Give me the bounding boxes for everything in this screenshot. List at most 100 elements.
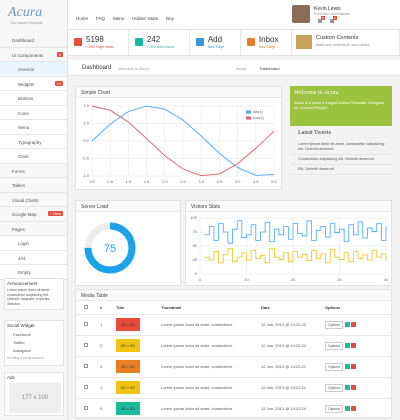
- menu-item[interactable]: Google Map + New: [0, 207, 67, 222]
- title-cell: 80 × 50: [114, 377, 159, 399]
- menu-label: Widgets: [18, 81, 35, 87]
- social-note: Sending a social account: [7, 356, 44, 360]
- menu-item[interactable]: Dashboard: [0, 33, 67, 48]
- submenu-item[interactable]: Typography: [0, 134, 67, 149]
- menu-item[interactable]: UI Components 6: [0, 48, 67, 62]
- delete-button[interactable]: [351, 343, 357, 349]
- stat-icon: [74, 38, 82, 46]
- table-row: 3 80 × 50 Lorem ipsum dolor sit amet, cons…: [76, 356, 391, 378]
- delete-button[interactable]: [351, 364, 357, 370]
- nav-item[interactable]: Buy: [166, 16, 174, 21]
- menu-label: Grids: [18, 154, 29, 159]
- ads-title: Ads: [7, 375, 15, 380]
- nav: Home FAQ Menu Hidden Stats Buy: [76, 16, 174, 21]
- announcement-text: Lorem ipsum dolor sit amet, consectetur …: [7, 288, 51, 306]
- checkbox-cell[interactable]: [76, 314, 98, 336]
- submenu-item[interactable]: General: [0, 62, 67, 77]
- tweet: Elit. Deleniti deserunt.: [290, 165, 392, 175]
- submenu-item[interactable]: Grids: [0, 149, 67, 164]
- stat-label: New Msgs: [258, 45, 276, 49]
- date: 12 Jan, 2013 @ 14:22:24: [259, 356, 323, 378]
- submenu-item[interactable]: Buttons: [0, 91, 67, 106]
- options: Options: [323, 335, 391, 357]
- checkbox[interactable]: [84, 406, 88, 410]
- options-button[interactable]: Options: [325, 404, 344, 413]
- menu-item[interactable]: Tables: [0, 178, 67, 193]
- options-button[interactable]: Options: [325, 362, 344, 371]
- breadcrumb: Acura: [236, 66, 247, 71]
- stat-icon: [195, 38, 204, 46]
- menu-item[interactable]: Pages: [0, 222, 67, 236]
- stat-label: Make any contents for your clients: [315, 43, 370, 47]
- options-button[interactable]: Options: [325, 383, 344, 392]
- submenu-item[interactable]: Icons: [0, 105, 67, 120]
- checkbox[interactable]: [84, 343, 88, 347]
- table-row: 2 80 × 50 Lorem ipsum dolor sit amet, cons…: [76, 335, 391, 357]
- nav-item[interactable]: Menu: [113, 16, 125, 21]
- menu-label: Typography: [18, 139, 42, 145]
- thumbnail: 80 × 50: [116, 381, 140, 394]
- checkbox[interactable]: [84, 364, 88, 368]
- social-item[interactable]: Facebook: [13, 331, 31, 337]
- step-chart: 0 25 50 75 100 0 10 20 30 40: [190, 215, 389, 282]
- delete-button[interactable]: [351, 406, 357, 412]
- thumbnail: 80 × 50: [116, 360, 140, 373]
- edit-button[interactable]: [345, 343, 351, 349]
- welcome-title: Welcome to Acura: [294, 90, 339, 96]
- menu-item[interactable]: Visual Charts: [0, 193, 67, 207]
- checkbox-cell[interactable]: [76, 398, 98, 420]
- date: 12 Jan, 2013 @ 14:22:24: [259, 377, 323, 399]
- menu-label: Forms: [12, 168, 25, 174]
- submenu-item[interactable]: Menu: [0, 120, 67, 135]
- options: Options: [323, 377, 391, 399]
- checkbox-cell[interactable]: [76, 335, 98, 357]
- nav-item[interactable]: FAQ: [96, 16, 106, 21]
- step-series: [204, 220, 387, 244]
- submenu-item[interactable]: Widgets 19: [0, 76, 67, 91]
- nav-item[interactable]: Home: [76, 16, 89, 21]
- menu-item[interactable]: Forms: [0, 164, 67, 178]
- icon: [330, 19, 334, 23]
- options-button[interactable]: Options: [325, 320, 344, 329]
- stat-value: Custom Contents: [315, 35, 359, 41]
- welcome-box: Welcome to Acura Acura is a clean & eleg…: [290, 86, 392, 126]
- delete-button[interactable]: [351, 385, 357, 391]
- x-tick-label: 40: [384, 277, 389, 282]
- badge: 5: [333, 16, 337, 20]
- menu-label: Menu: [18, 125, 30, 130]
- icon: [318, 19, 322, 23]
- edit-button[interactable]: [345, 406, 351, 412]
- edit-button[interactable]: [345, 322, 351, 328]
- checkbox-cell[interactable]: [76, 356, 98, 378]
- social-item[interactable]: Twitter: [13, 339, 25, 345]
- edit-button[interactable]: [345, 364, 351, 370]
- checkbox-cell[interactable]: [76, 377, 98, 399]
- stat-icon: [246, 38, 255, 46]
- x-tick-label: 5.0: [271, 179, 277, 184]
- table-row: 4 80 × 50 Lorem ipsum dolor sit amet, cons…: [76, 377, 391, 399]
- user-role: Executive Administrator: [314, 12, 351, 16]
- badge: 3: [321, 16, 325, 20]
- edit-button[interactable]: [345, 385, 351, 391]
- delete-button[interactable]: [351, 322, 357, 328]
- sidebar: Acura Your Admin Template Dashboard UI Co…: [0, 0, 68, 418]
- date: 12 Jan, 2013 @ 14:22:24: [259, 335, 323, 357]
- thumbnail: 80 × 50: [116, 339, 140, 352]
- submenu-item[interactable]: 404: [0, 250, 67, 265]
- title-cell: 80 × 50: [114, 314, 159, 336]
- x-tick-label: 1.0: [126, 179, 132, 184]
- checkbox[interactable]: [84, 322, 88, 326]
- y-tick-label: 75: [193, 229, 198, 234]
- submenu-item[interactable]: Login: [0, 236, 67, 251]
- panel-title: Server Load: [76, 201, 180, 212]
- y-tick-label: 0: [195, 271, 198, 276]
- x-tick-label: 2.0: [162, 179, 168, 184]
- options-button[interactable]: Options: [325, 341, 344, 350]
- stat-image: [295, 35, 312, 49]
- checkbox[interactable]: [84, 385, 88, 389]
- social-item[interactable]: Instagram: [13, 347, 31, 353]
- y-tick-label: 0.0: [83, 138, 89, 143]
- menu-label: Tables: [12, 183, 26, 188]
- nav-item[interactable]: Hidden Stats: [132, 16, 159, 21]
- tagline: Your Admin Template: [10, 21, 43, 25]
